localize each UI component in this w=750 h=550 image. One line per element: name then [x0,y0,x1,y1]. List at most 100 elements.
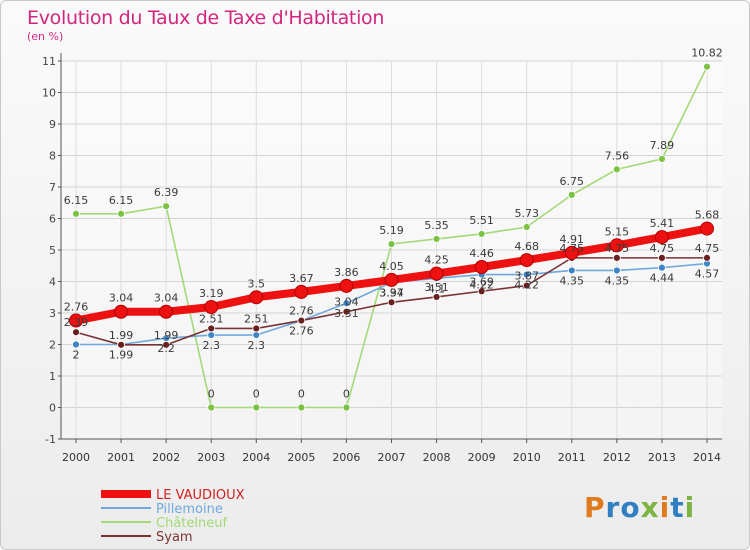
data-point [207,324,216,333]
data-label: 2.3 [248,339,266,352]
x-tick-label: 2005 [287,451,315,464]
data-label: 6.15 [109,194,134,207]
x-tick-label: 2003 [197,451,225,464]
data-label: 3.31 [334,307,359,320]
data-label: 10.82 [691,47,723,60]
x-tick-label: 2009 [468,451,496,464]
data-point [432,235,441,243]
data-label: 5.35 [424,219,449,232]
data-label: 3.87 [514,270,539,283]
data-point [519,253,534,268]
data-label: 4.22 [514,279,539,292]
data-label: 3.04 [334,296,359,309]
x-tick-label: 2000 [62,451,90,464]
data-point [658,263,666,272]
data-point [522,270,531,279]
data-point [294,284,309,299]
data-point [342,403,351,412]
data-point [703,62,711,71]
data-point [564,245,579,260]
data-point [654,230,669,245]
data-point [339,278,354,293]
data-point [252,403,261,412]
legend-label: Châtelneuf [156,516,227,531]
data-point [114,304,129,319]
legend-label: Syam [156,530,193,545]
data-label: 2.76 [64,301,89,314]
y-tick-label: 0 [49,402,56,415]
data-point [384,272,399,287]
data-point [429,266,444,281]
data-label: 3.04 [109,292,134,305]
y-tick-label: 8 [49,150,56,163]
data-label: 6.75 [560,175,585,188]
y-tick-label: 11 [42,55,56,68]
data-point [207,331,216,339]
data-point [117,209,125,218]
data-label: 4.35 [605,274,630,287]
data-point [700,221,714,236]
data-label: 3.69 [469,275,494,288]
data-point [477,230,486,238]
data-label: 0 [343,388,350,401]
x-tick-label: 2013 [648,451,676,464]
data-label: 0 [208,388,215,401]
data-point [612,266,621,275]
data-point [159,304,174,319]
data-point [387,240,396,248]
data-point [658,155,666,163]
data-point [567,190,576,199]
data-label: 4.22 [469,279,494,292]
data-point [387,298,396,307]
data-label: 4.46 [469,247,494,260]
x-tick-label: 2010 [513,451,541,464]
chart-unit-label: (en %) [27,30,64,43]
data-point [72,209,80,218]
data-label: 2.51 [244,312,269,325]
data-label: 3.51 [424,281,449,294]
data-label: 3.34 [379,286,404,299]
data-label: 4.1 [428,282,446,295]
data-label: 3.86 [334,266,359,279]
data-label: 1.99 [109,349,134,362]
data-point [252,324,261,333]
x-tick-label: 2002 [152,451,180,464]
data-label: 4.75 [650,242,675,255]
x-tick-label: 2012 [603,451,631,464]
data-point [252,331,261,339]
data-label: 3.04 [154,292,179,305]
data-label: 4.75 [605,242,630,255]
data-label: 3.97 [379,286,404,299]
data-point [162,340,171,349]
data-label: 5.19 [379,224,404,237]
data-label: 0 [298,388,305,401]
data-label: 4.25 [424,254,449,267]
data-label: 1.99 [109,329,134,342]
data-label: 4.75 [695,242,720,255]
data-label: 7.89 [650,139,675,152]
data-label: 4.57 [695,268,720,281]
data-label: 2.2 [157,342,175,355]
legend-label: LE VAUDIOUX [156,488,245,503]
data-point [609,238,624,253]
data-point [567,266,576,275]
data-label: 5.68 [695,209,720,222]
data-point [207,403,216,412]
x-tick-label: 2011 [558,451,586,464]
proxiti-logo: Proxiti [584,491,696,524]
y-tick-label: 3 [49,307,56,320]
y-tick-label: 2 [49,339,56,352]
data-point [612,165,621,174]
data-label: 4.75 [560,242,585,255]
data-point [297,316,306,325]
data-point [162,202,171,211]
data-point [342,299,351,308]
data-label: 2.3 [202,339,220,352]
data-label: 2.76 [289,325,314,338]
data-label: 0 [253,388,260,401]
data-label: 4.05 [379,260,404,273]
x-tick-label: 2006 [332,451,360,464]
data-label: 3.5 [248,277,266,290]
